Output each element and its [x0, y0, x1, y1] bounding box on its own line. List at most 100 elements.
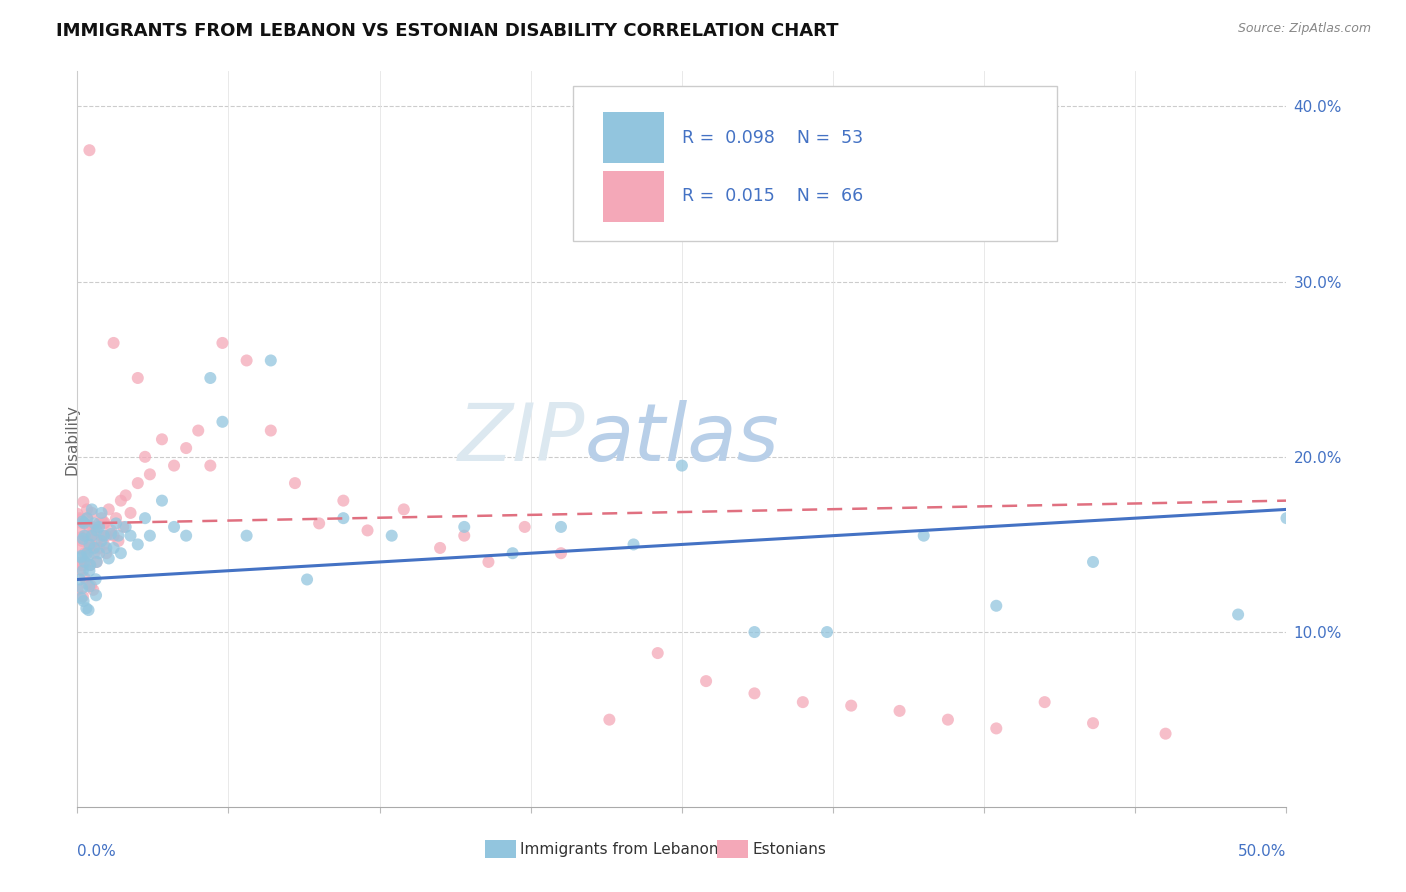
Point	[936, 713, 959, 727]
Point	[79, 537, 101, 551]
Point	[477, 555, 499, 569]
Point	[114, 488, 136, 502]
Point	[96, 529, 118, 543]
Point	[87, 541, 110, 555]
Text: 0.0%: 0.0%	[77, 844, 117, 859]
Point	[392, 502, 415, 516]
Point	[73, 546, 96, 560]
Point	[72, 532, 94, 546]
Point	[103, 541, 125, 555]
Point	[235, 353, 257, 368]
Point	[429, 541, 451, 555]
Point	[70, 581, 93, 595]
Point	[295, 573, 318, 587]
Point	[381, 529, 404, 543]
Point	[93, 529, 115, 543]
Point	[73, 516, 96, 530]
Point	[1275, 511, 1298, 525]
Point	[139, 529, 162, 543]
Point	[76, 502, 98, 516]
Point	[107, 533, 129, 548]
Point	[107, 529, 129, 543]
Point	[96, 546, 118, 560]
Point	[70, 591, 93, 606]
Point	[73, 555, 96, 569]
Point	[120, 506, 142, 520]
Point	[1033, 695, 1056, 709]
Point	[70, 530, 93, 544]
Point	[90, 506, 112, 520]
Text: R =  0.015    N =  66: R = 0.015 N = 66	[682, 187, 863, 205]
Point	[174, 441, 197, 455]
Point	[127, 537, 149, 551]
Point	[284, 476, 307, 491]
Point	[110, 493, 132, 508]
Point	[187, 424, 209, 438]
Point	[86, 533, 108, 548]
Point	[90, 511, 112, 525]
Point	[69, 511, 91, 525]
Point	[695, 674, 717, 689]
Point	[150, 433, 173, 447]
Point	[1081, 555, 1104, 569]
Point	[912, 529, 935, 543]
Point	[163, 458, 186, 473]
Point	[110, 546, 132, 560]
Point	[200, 458, 222, 473]
Point	[79, 541, 101, 555]
Point	[103, 529, 125, 543]
Point	[76, 529, 98, 543]
Point	[163, 520, 186, 534]
Point	[73, 516, 96, 531]
Text: Source: ZipAtlas.com: Source: ZipAtlas.com	[1237, 22, 1371, 36]
Point	[112, 520, 135, 534]
Point	[1227, 607, 1250, 622]
Point	[211, 415, 233, 429]
Point	[623, 537, 645, 551]
Point	[90, 529, 112, 543]
Point	[211, 335, 233, 350]
Point	[1081, 716, 1104, 731]
Point	[67, 522, 90, 536]
Point	[69, 541, 91, 555]
Point	[66, 507, 89, 521]
Point	[150, 493, 173, 508]
Point	[79, 579, 101, 593]
Point	[80, 529, 103, 543]
Point	[76, 511, 98, 525]
Point	[93, 537, 115, 551]
Point	[76, 511, 98, 525]
Point	[139, 467, 162, 482]
Point	[453, 520, 475, 534]
Point	[100, 524, 122, 538]
Point	[792, 695, 814, 709]
Point	[744, 686, 766, 700]
Y-axis label: Disability: Disability	[65, 404, 79, 475]
Point	[79, 520, 101, 534]
Point	[174, 529, 197, 543]
Point	[502, 546, 524, 560]
Point	[200, 371, 222, 385]
Point	[1154, 726, 1177, 740]
Point	[82, 520, 104, 534]
Text: Immigrants from Lebanon: Immigrants from Lebanon	[520, 842, 718, 856]
Point	[86, 555, 108, 569]
Point	[127, 476, 149, 491]
Point	[72, 594, 94, 608]
Point	[80, 529, 103, 543]
Point	[84, 572, 107, 586]
Point	[839, 698, 862, 713]
Point	[90, 533, 112, 548]
Point	[356, 524, 378, 538]
Point	[598, 713, 620, 727]
Point	[73, 529, 96, 543]
Point	[73, 571, 96, 585]
Point	[84, 588, 107, 602]
Text: R =  0.098    N =  53: R = 0.098 N = 53	[682, 128, 863, 146]
Point	[77, 549, 100, 563]
Point	[83, 541, 105, 555]
FancyBboxPatch shape	[603, 112, 664, 163]
Point	[87, 516, 110, 531]
Text: 50.0%: 50.0%	[1239, 844, 1286, 859]
Point	[70, 533, 93, 548]
